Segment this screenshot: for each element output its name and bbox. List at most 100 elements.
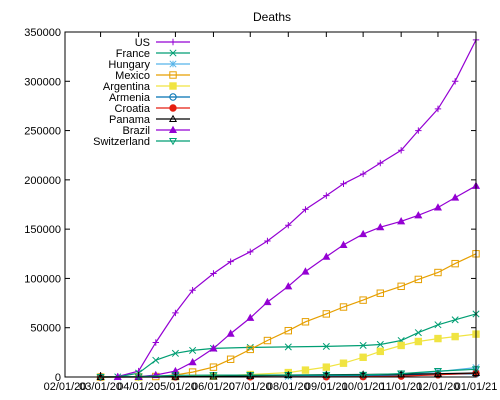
legend-label: Armenia — [109, 92, 151, 104]
data-point-france — [246, 343, 254, 351]
legend-entry-mexico: Mexico — [115, 70, 190, 82]
data-point-us — [397, 147, 405, 154]
legend-label: Brazil — [122, 125, 150, 137]
data-point-france — [189, 346, 197, 354]
data-point-brazil — [376, 222, 385, 231]
data-point-mexico — [451, 259, 459, 268]
x-tick-label: 07/01/20 — [229, 381, 272, 393]
legend-entry-switzerland: Switzerland — [93, 136, 190, 148]
data-point-argentina — [434, 334, 442, 343]
x-tick-label: 09/01/20 — [305, 381, 348, 393]
data-point-mexico — [301, 318, 310, 326]
data-point-argentina — [414, 337, 423, 346]
data-point-brazil — [433, 203, 443, 211]
y-tick-label: 350000 — [24, 27, 61, 39]
data-point-france — [451, 316, 459, 324]
data-point-us — [377, 159, 384, 167]
data-point-us — [340, 180, 347, 187]
series-line-us — [100, 39, 477, 378]
data-point-france — [359, 341, 367, 350]
legend-label: Panama — [109, 114, 151, 126]
legend-marker — [168, 114, 178, 123]
data-point-us — [359, 170, 367, 178]
data-point-argentina — [301, 366, 310, 374]
legend-marker — [168, 137, 178, 146]
data-point-us — [152, 339, 159, 346]
legend-entry-argentina: Argentina — [103, 81, 190, 93]
data-point-france — [152, 356, 160, 364]
legend-marker — [169, 93, 177, 101]
data-point-mexico — [226, 355, 235, 363]
axes-layer: 0 50000 100000 150000 200000 250000 300000 3500… — [24, 27, 497, 393]
legend-entry-france: France — [116, 48, 190, 60]
data-point-brazil — [301, 267, 310, 275]
data-point-brazil — [226, 329, 235, 337]
data-point-brazil — [284, 282, 293, 290]
data-point-us — [285, 222, 292, 229]
data-point-switzerland — [397, 370, 406, 378]
data-point-mexico — [246, 345, 254, 354]
x-tick-label: 08/01/20 — [267, 381, 310, 393]
data-point-brazil — [359, 229, 368, 238]
series-line-brazil — [117, 185, 477, 378]
data-point-mexico — [209, 363, 218, 371]
legend-entry-croatia: Croatia — [115, 103, 190, 115]
legend-label: Argentina — [103, 81, 151, 93]
plot-frame — [64, 31, 477, 378]
series-us — [97, 36, 480, 381]
legend-label: Croatia — [115, 103, 151, 115]
data-point-argentina — [359, 353, 367, 361]
x-tick-label: 03/01/20 — [79, 381, 122, 393]
data-point-brazil — [263, 297, 272, 306]
legend-entry-armenia: Armenia — [109, 92, 190, 104]
legend-label: Hungary — [108, 59, 150, 71]
data-point-france — [284, 343, 292, 351]
data-point-brazil — [209, 344, 218, 352]
data-point-argentina — [451, 332, 459, 341]
data-point-mexico — [263, 336, 272, 345]
data-point-france — [434, 321, 442, 329]
data-point-france — [376, 340, 384, 349]
y-tick-label: 300000 — [24, 76, 61, 88]
data-point-mexico — [339, 303, 348, 311]
data-point-brazil — [246, 313, 255, 321]
x-tick-label: 06/01/20 — [192, 381, 235, 393]
data-point-mexico — [284, 326, 292, 335]
data-point-argentina — [339, 359, 348, 367]
x-tick-label: 11/01/20 — [380, 381, 422, 393]
legend-label: Switzerland — [93, 136, 150, 148]
x-tick-label: 10/01/20 — [342, 381, 385, 393]
legend-label: Mexico — [115, 70, 150, 82]
data-point-argentina — [397, 341, 405, 350]
y-tick-label: 250000 — [24, 126, 61, 138]
x-tick-label: 04/01/20 — [117, 381, 160, 393]
data-point-us — [323, 192, 330, 199]
data-point-brazil — [451, 193, 460, 201]
y-tick-label: 200000 — [24, 175, 61, 187]
x-tick-label: 01/01/21 — [455, 381, 498, 393]
data-point-us — [415, 127, 422, 134]
legend-marker — [169, 49, 177, 57]
data-point-us — [302, 206, 309, 213]
data-point-argentina — [322, 363, 331, 371]
chart-title: Deaths — [253, 10, 291, 24]
y-tick-label: 50000 — [30, 323, 61, 335]
data-point-us — [210, 270, 217, 277]
data-point-mexico — [322, 310, 331, 318]
data-point-brazil — [339, 240, 348, 248]
data-point-mexico — [359, 296, 367, 304]
data-point-us — [172, 309, 179, 317]
data-point-brazil — [188, 357, 197, 366]
y-tick-label: 150000 — [24, 224, 61, 236]
y-tick-label: 100000 — [24, 273, 61, 285]
legend-marker — [169, 71, 177, 79]
legend-label: US — [135, 37, 150, 49]
series-line-france — [100, 313, 477, 378]
data-point-us — [264, 237, 271, 245]
legend-marker — [168, 125, 178, 134]
legend-label: France — [116, 48, 150, 60]
legend-marker — [169, 82, 177, 90]
legend-entry-panama: Panama — [109, 114, 190, 126]
legend: USFranceHungaryMexicoArgentinaArmeniaCro… — [93, 37, 190, 148]
